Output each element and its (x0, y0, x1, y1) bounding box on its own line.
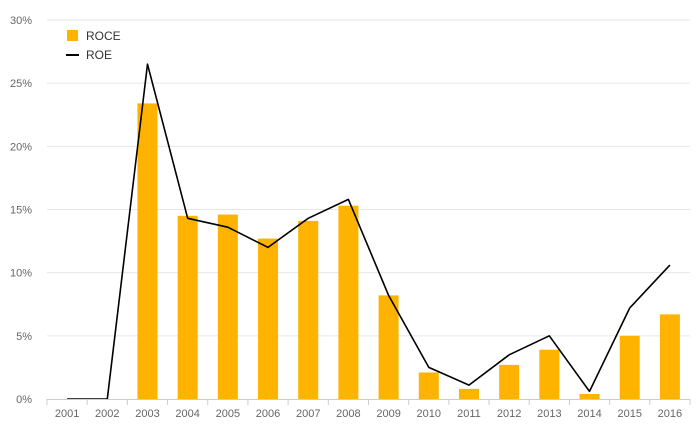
roce-bar-2014 (579, 393, 600, 399)
y-axis: 0% 5% 10% 15% 20% 25% 30% (10, 15, 32, 406)
roce-bars (137, 103, 680, 399)
y-tick-label: 20% (10, 141, 32, 153)
roe-line (67, 63, 671, 400)
x-tick-label: 2014 (577, 408, 601, 420)
x-tick-label: 2004 (175, 408, 199, 420)
x-axis: 2001 2002 2003 2004 2005 2006 2007 2008 2009 2010… (46, 399, 691, 420)
roce-bar-2010 (418, 372, 439, 399)
roce-bar-2006 (258, 238, 279, 399)
roe-line-group (67, 63, 671, 400)
x-tick-label: 2003 (135, 408, 159, 420)
x-tick-label: 2015 (617, 408, 641, 420)
x-tick-label: 2013 (537, 408, 561, 420)
legend: ROCE ROE (66, 29, 121, 62)
roce-bar-2004 (177, 215, 198, 399)
y-tick-label: 0% (16, 394, 32, 406)
y-tick-label: 5% (16, 331, 32, 343)
x-tick-label: 2009 (376, 408, 400, 420)
x-tick-label: 2011 (457, 408, 481, 420)
roce-bar-2016 (659, 314, 680, 399)
roce-bar-2011 (458, 388, 479, 399)
roce-bar-2008 (338, 205, 359, 399)
y-tick-label: 15% (10, 205, 32, 217)
x-tick-label: 2012 (497, 408, 521, 420)
roce-bar-2005 (217, 214, 238, 399)
y-tick-label: 10% (10, 268, 32, 280)
x-tick-label: 2001 (55, 408, 79, 420)
x-tick-label: 2010 (417, 408, 441, 420)
roce-bar-2007 (298, 220, 319, 399)
roce-bar-2009 (378, 295, 399, 399)
x-tick-label: 2005 (216, 408, 240, 420)
x-tick-label: 2007 (296, 408, 320, 420)
y-tick-label: 30% (10, 15, 32, 27)
roce-bar-2012 (499, 364, 520, 399)
legend-roce-label: ROCE (86, 29, 121, 43)
roce-bar-2013 (539, 349, 560, 399)
x-tick-label: 2008 (336, 408, 360, 420)
legend-roce-swatch (67, 30, 78, 41)
roce-bar-2003 (137, 103, 158, 399)
roce-bar-2015 (619, 335, 640, 399)
x-tick-label: 2016 (658, 408, 682, 420)
x-tick-label: 2006 (256, 408, 280, 420)
y-tick-label: 25% (10, 78, 32, 90)
legend-roe-label: ROE (86, 48, 112, 62)
x-tick-label: 2002 (95, 408, 119, 420)
